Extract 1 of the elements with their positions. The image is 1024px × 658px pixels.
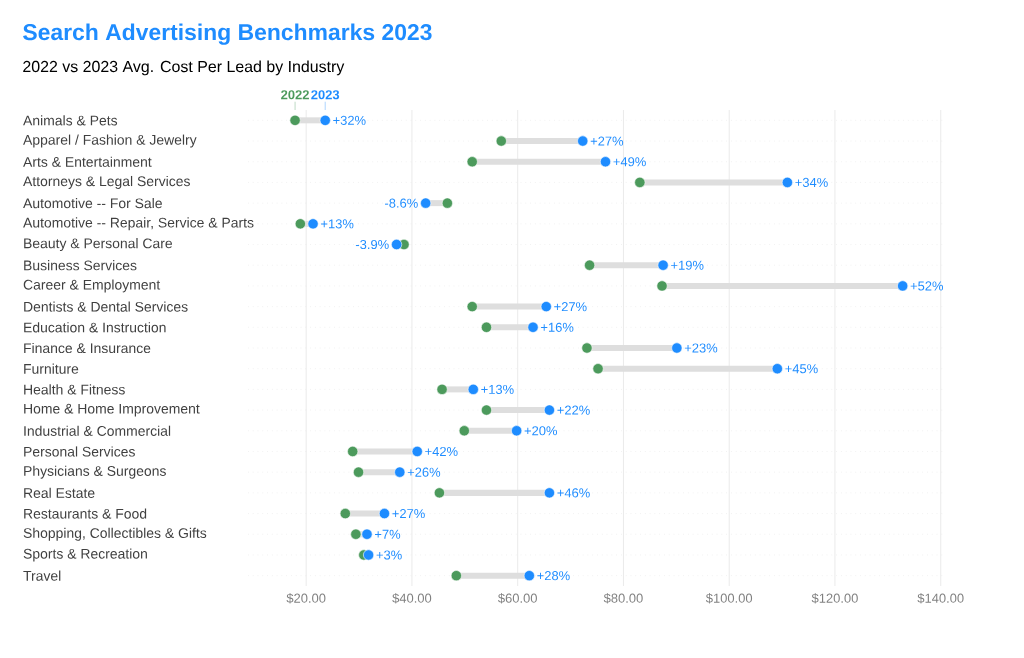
chart-title: Search Advertising Benchmarks 2023 xyxy=(23,23,432,45)
